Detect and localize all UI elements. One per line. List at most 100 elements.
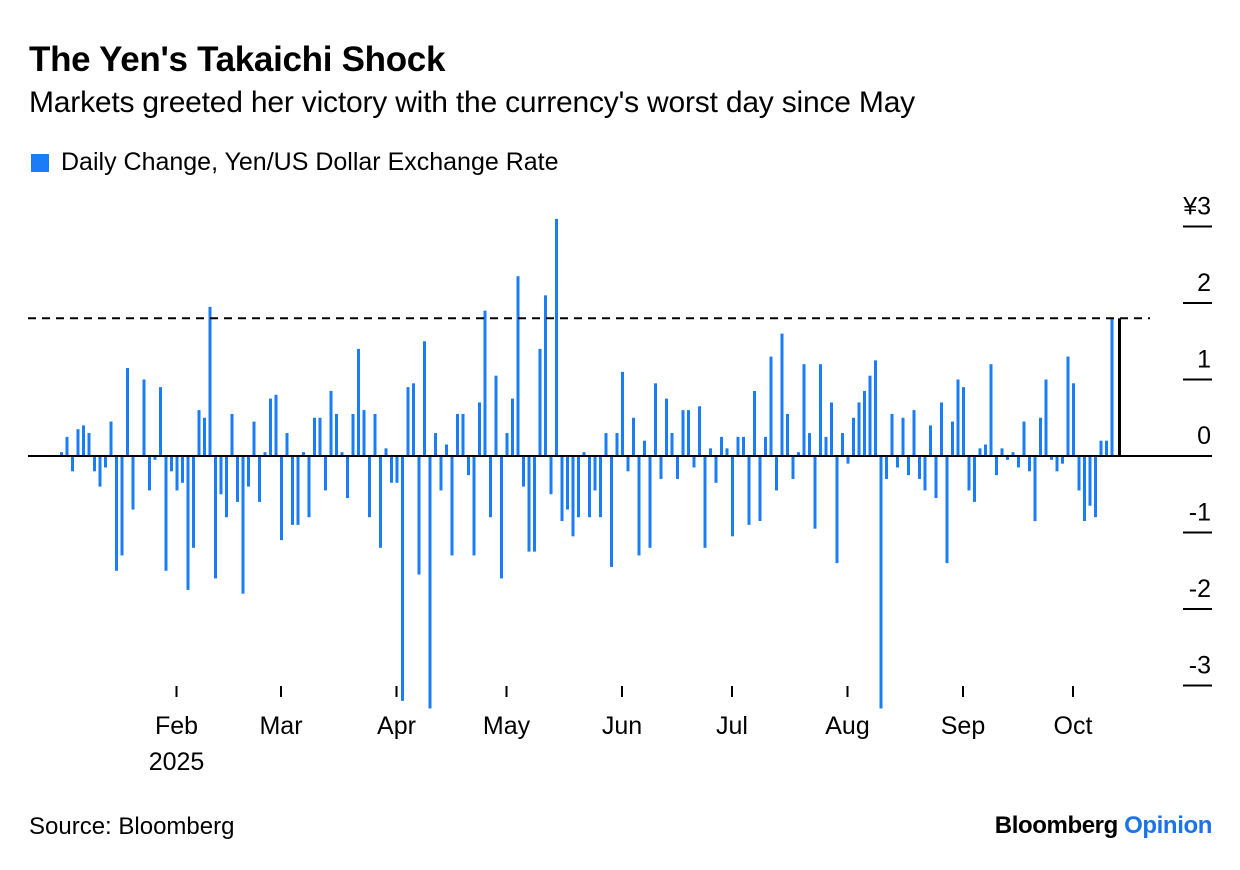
bar <box>604 433 608 456</box>
legend-swatch <box>31 153 49 172</box>
brand-section: Opinion <box>1124 812 1212 839</box>
bar <box>665 398 668 456</box>
brand-name: Bloomberg <box>994 812 1118 839</box>
chart-subtitle: Markets greeted her victory with the cur… <box>29 86 915 119</box>
bar <box>786 413 789 456</box>
bar <box>159 387 162 456</box>
bar <box>236 456 239 502</box>
bar <box>65 436 69 456</box>
bar <box>643 440 646 456</box>
bar <box>302 452 305 456</box>
bar <box>208 306 212 456</box>
bar <box>203 417 206 456</box>
bar <box>505 433 509 456</box>
bar <box>120 456 124 556</box>
x-tick-label: Jun <box>602 712 642 740</box>
bar <box>901 417 905 456</box>
bar <box>648 456 652 548</box>
bar <box>346 456 349 499</box>
source-note: Source: Bloomberg <box>29 813 235 840</box>
bar <box>186 456 190 590</box>
bar <box>681 410 685 456</box>
y-tick-label: -3 <box>1189 652 1211 680</box>
x-tick-label: Sep <box>941 712 985 740</box>
bar <box>280 456 283 541</box>
bar <box>412 383 415 456</box>
bar <box>368 456 371 518</box>
bar <box>984 444 987 456</box>
bar <box>593 456 597 491</box>
bar <box>439 456 443 491</box>
bar <box>131 456 135 510</box>
bar <box>307 456 311 518</box>
bar <box>951 421 954 456</box>
bar <box>456 413 459 456</box>
bar <box>995 456 998 476</box>
x-tick-sublabel: 2025 <box>149 748 205 776</box>
bar <box>566 456 569 510</box>
bar <box>918 456 921 479</box>
bar <box>104 456 107 468</box>
bar <box>775 456 778 491</box>
bar <box>98 456 102 487</box>
bar <box>687 410 690 456</box>
bar <box>621 371 624 456</box>
bar <box>698 406 701 456</box>
y-tick-label: 1 <box>1197 346 1211 374</box>
bar <box>379 456 382 548</box>
bar <box>659 456 663 479</box>
bar <box>890 413 894 456</box>
bar <box>197 410 201 456</box>
bar <box>357 348 360 456</box>
bar <box>340 452 344 456</box>
y-tick-label: 2 <box>1197 269 1211 297</box>
bar <box>445 444 448 456</box>
y-tick-label: ¥3 <box>1182 193 1211 221</box>
bar <box>758 456 762 522</box>
x-tick-label: Jul <box>716 712 748 740</box>
bar <box>472 456 476 556</box>
bar <box>1077 456 1081 491</box>
bar <box>1006 456 1009 460</box>
bar <box>1099 440 1103 456</box>
bar <box>274 394 278 456</box>
bar <box>483 310 487 456</box>
bar <box>824 436 828 456</box>
bar <box>423 341 426 456</box>
bar <box>109 421 113 456</box>
bar <box>450 456 454 556</box>
x-tick-label: Aug <box>825 712 869 740</box>
bar <box>60 452 63 456</box>
bar <box>720 436 723 456</box>
bar <box>582 452 586 456</box>
bar <box>175 456 179 491</box>
y-tick-label: 0 <box>1197 422 1211 450</box>
bar <box>428 456 432 709</box>
bar <box>670 433 674 456</box>
chart-title: The Yen's Takaichi Shock <box>29 40 446 79</box>
bar <box>527 456 531 552</box>
bar <box>544 295 547 456</box>
bar <box>725 448 729 456</box>
y-tick-label: -1 <box>1189 499 1211 527</box>
bar <box>736 436 740 456</box>
bar <box>417 456 421 575</box>
bar <box>87 433 91 456</box>
bar <box>192 456 195 548</box>
bar <box>478 402 481 456</box>
bar <box>989 364 993 456</box>
bar <box>714 456 718 483</box>
bar <box>632 417 635 456</box>
x-tick-label: Oct <box>1054 712 1093 740</box>
bar <box>401 456 404 701</box>
bar <box>252 421 256 456</box>
bar <box>1061 456 1064 464</box>
bar <box>709 448 712 456</box>
bar <box>384 448 388 456</box>
bar <box>335 413 338 456</box>
bar <box>868 375 872 456</box>
bar <box>907 456 910 476</box>
bar <box>802 364 806 456</box>
brand-logo: Bloomberg Opinion <box>994 812 1213 840</box>
